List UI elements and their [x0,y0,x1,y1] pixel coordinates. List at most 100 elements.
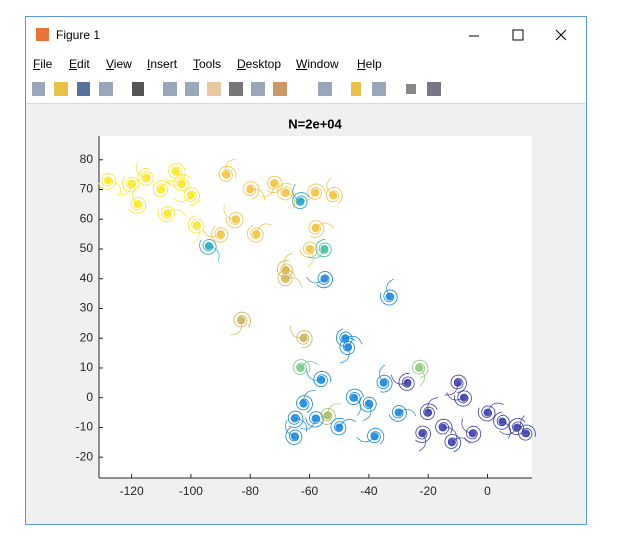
point [311,224,320,233]
spiral-point [187,215,205,243]
point [311,414,320,423]
spiral-point [359,396,377,422]
point [394,408,403,417]
menu-item[interactable]: Help [357,57,382,71]
spiral-point [285,419,303,445]
spiral-point [411,359,429,387]
x-tick-label: 0 [484,484,491,498]
point [424,408,433,417]
x-tick-label: -60 [301,484,319,498]
menu-item[interactable]: Tools [193,57,222,71]
chart-title: N=2e+04 [288,116,342,131]
point [320,245,329,254]
point [142,173,151,182]
menu-item[interactable]: Desktop [237,57,282,71]
y-tick-label: 60 [80,211,94,225]
menu-item[interactable]: Window [296,57,339,71]
point [246,185,255,194]
spiral-point [128,186,147,214]
point [459,393,468,402]
point [513,423,522,432]
y-tick-label: 80 [80,152,94,166]
point [290,432,299,441]
maximize[interactable] [512,29,524,41]
point [281,188,290,197]
menu-item[interactable]: Insert [147,57,178,71]
point [163,209,172,218]
spiral-point [376,364,393,393]
close[interactable] [555,29,567,41]
toolbar-icons [32,82,441,96]
point [317,375,326,384]
point [468,429,477,438]
point [103,176,112,185]
spiral-point [247,223,272,243]
point [320,274,329,283]
point [192,221,201,230]
spiral-point [168,162,186,190]
spiral-point [292,359,319,375]
point [403,378,412,387]
spiral-point [202,226,229,243]
toolbar [26,75,586,104]
y-tick-label: 10 [80,360,94,374]
spiral-point [390,372,415,391]
spiral-point [345,388,364,416]
menu-item[interactable]: Edit [69,57,90,71]
point [296,363,305,372]
point [364,399,373,408]
y-tick-label: 40 [80,271,94,285]
spiral-point [339,337,356,364]
spiral-point [388,405,417,422]
point [350,393,359,402]
y-tick-label: 20 [80,330,94,344]
spiral-point [518,415,536,441]
point [344,343,353,352]
app-icon [36,28,49,41]
point [204,242,213,251]
point [385,292,394,301]
spiral-point [296,389,316,413]
spiral-point [223,204,244,229]
spiral-point [356,427,385,445]
spiral-point [290,325,313,349]
spiral-point [307,239,332,259]
y-tick-label: 0 [86,390,93,404]
point [172,167,181,176]
menu-item[interactable]: File [33,57,53,71]
spiral-point [318,403,342,425]
menu-bar: File Edit View Insert Tools Desktop Window Help [26,53,586,75]
point [439,423,448,432]
spiral-point [172,187,200,206]
spiral-point [242,181,265,201]
spiral-point [330,417,357,436]
x-tick-label: -40 [360,484,378,498]
point [290,414,299,423]
spiral-point [277,183,296,210]
menu-item[interactable]: View [106,57,132,71]
spiral-point [435,418,457,440]
point [222,170,231,179]
spiral-point [136,161,154,186]
spiral-point [292,184,310,209]
point [231,215,240,224]
spiral-point [152,180,179,198]
y-tick-label: 50 [80,241,94,255]
point [299,399,308,408]
spiral-point [493,411,511,439]
x-tick-label: -80 [242,484,260,498]
spiral-point [419,397,439,421]
point [483,408,492,417]
point [323,411,332,420]
spiral-point [379,278,398,306]
spiral-point [98,173,121,194]
point [296,197,305,206]
point [498,417,507,426]
spiral-point [157,206,186,223]
tool-icons[interactable] [32,82,441,96]
spiral-point [299,241,318,268]
point [216,230,225,239]
window-title: Figure 1 [56,28,101,42]
